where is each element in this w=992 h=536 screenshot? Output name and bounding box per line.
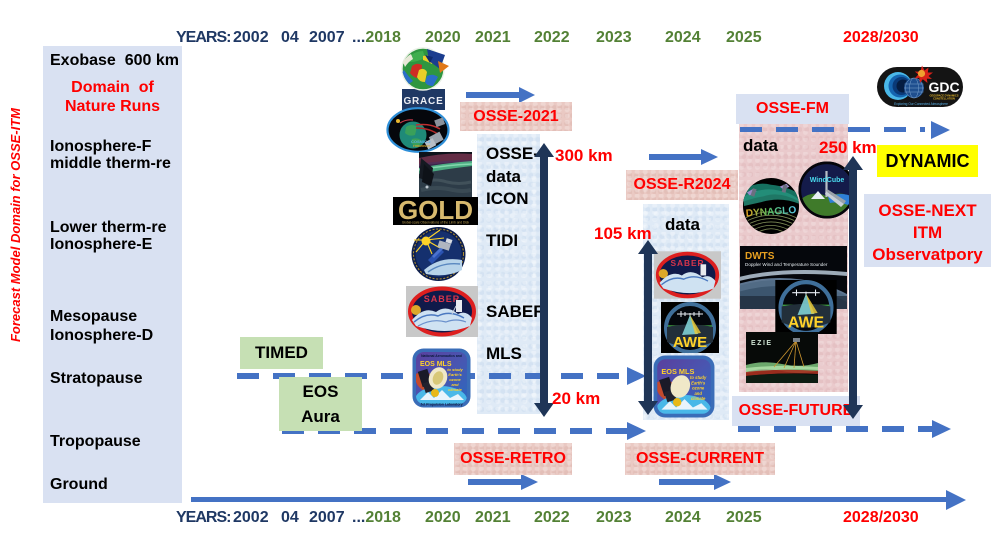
svg-text:ozone: ozone (449, 377, 461, 382)
svg-text:Earth's: Earth's (691, 380, 706, 385)
svg-text:Exploring Our Connected Atmosp: Exploring Our Connected Atmosphere (894, 102, 948, 106)
svg-text:AWE: AWE (788, 315, 824, 332)
svg-text:EOS MLS: EOS MLS (661, 367, 694, 376)
svg-text:ozone: ozone (692, 386, 705, 391)
svg-text:GRACE: GRACE (403, 96, 443, 107)
svg-text:DWTS: DWTS (745, 251, 775, 262)
svg-text:climate: climate (691, 396, 706, 401)
svg-text:DYNAGLO: DYNAGLO (745, 205, 796, 220)
svg-text:and: and (451, 382, 459, 387)
svg-text:to study: to study (690, 375, 707, 380)
svg-text:GEOSPACE DYNAMICS: GEOSPACE DYNAMICS (929, 94, 958, 98)
svg-text:CONSTELLATION: CONSTELLATION (933, 97, 955, 101)
svg-text:GDC: GDC (929, 79, 960, 95)
svg-text:to study: to study (447, 367, 463, 372)
svg-text:EZIE: EZIE (751, 340, 773, 347)
svg-text:National Aeronautics and: National Aeronautics and (421, 354, 462, 358)
svg-text:Earth's: Earth's (448, 372, 462, 377)
svg-text:Doppler Wind and Temperature S: Doppler Wind and Temperature Sounder (745, 262, 828, 267)
svg-text:and: and (694, 391, 702, 396)
svg-text:SABER: SABER (671, 258, 705, 268)
svg-text:SABER: SABER (424, 294, 461, 304)
svg-text:AWE: AWE (673, 334, 707, 351)
svg-text:WindCube: WindCube (810, 177, 845, 184)
svg-text:climate: climate (448, 387, 463, 392)
svg-text:Global-scale Observations of t: Global-scale Observations of the Limb an… (402, 221, 470, 225)
svg-text:EOS MLS: EOS MLS (420, 361, 452, 368)
svg-text:COSMIC-2: COSMIC-2 (411, 139, 431, 144)
svg-text:FORMOSAT: FORMOSAT (413, 144, 430, 148)
svg-text:GOLD: GOLD (398, 197, 473, 225)
svg-text:Jet Propulsion Laboratory: Jet Propulsion Laboratory (420, 403, 462, 407)
